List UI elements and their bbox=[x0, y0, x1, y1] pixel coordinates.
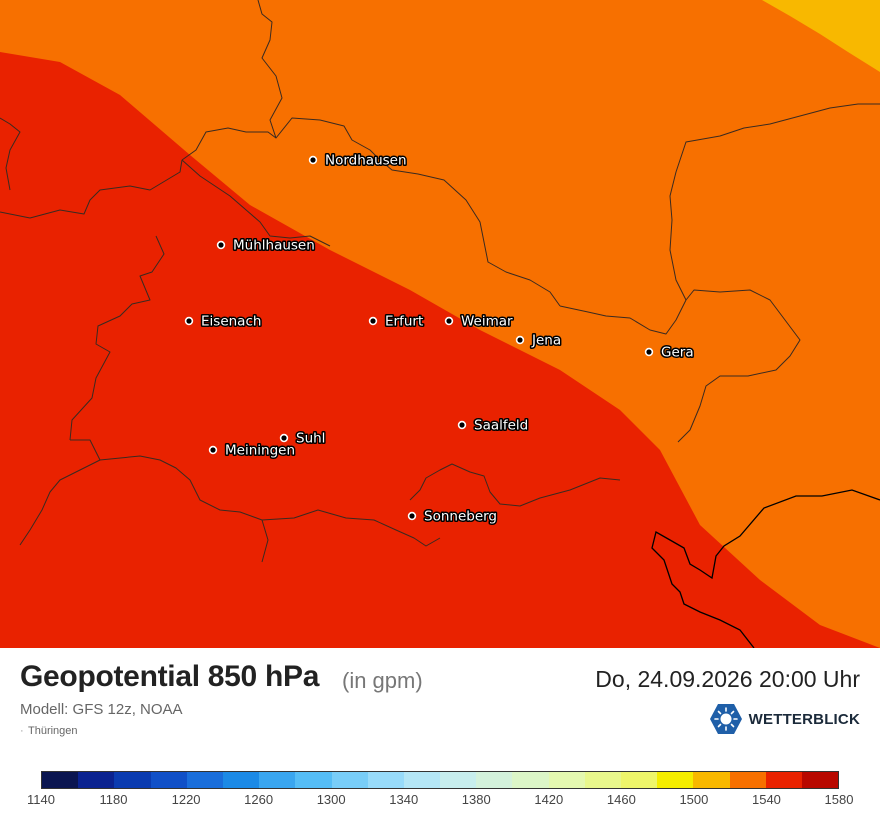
bullet-icon: · bbox=[20, 725, 24, 737]
city-sonneberg: Sonneberg bbox=[407, 507, 499, 526]
legend-swatch bbox=[42, 772, 79, 788]
city-label: Weimar bbox=[461, 314, 513, 330]
city-label: Suhl bbox=[296, 431, 325, 447]
forecast-datetime: Do, 24.09.2026 20:00 Uhr bbox=[595, 666, 860, 692]
city-label: Sonneberg bbox=[424, 509, 497, 525]
legend-tick-label: 1300 bbox=[316, 792, 346, 807]
city-nordhausen: Nordhausen bbox=[308, 151, 408, 170]
city-dot-icon bbox=[308, 155, 318, 165]
city-dot-icon bbox=[444, 316, 454, 326]
legend-swatch bbox=[150, 772, 187, 788]
legend-swatch bbox=[403, 772, 441, 788]
legend-swatch bbox=[548, 772, 585, 788]
city-weimar: Weimar bbox=[444, 312, 515, 331]
state-border bbox=[651, 489, 880, 648]
legend-swatch bbox=[765, 772, 802, 788]
color-legend bbox=[41, 771, 839, 789]
city-meiningen: Meiningen bbox=[208, 441, 297, 460]
city-label: Erfurt bbox=[385, 314, 423, 330]
city-label: Gera bbox=[661, 345, 694, 361]
map-canvas: Nordhausen Mühlhausen Eisenach Erfurt Weimar… bbox=[0, 0, 880, 648]
city-saalfeld: Saalfeld bbox=[457, 416, 530, 435]
geopotential-map: Nordhausen Mühlhausen Eisenach Erfurt Weimar… bbox=[0, 0, 880, 648]
city-label: Eisenach bbox=[201, 314, 261, 330]
legend-swatch bbox=[729, 772, 766, 788]
legend-labels: 1140 1180 1220 1260 1300 1340 1380 1420 1460 1500… bbox=[0, 792, 880, 808]
district-borders bbox=[0, 0, 880, 563]
city-label: Saalfeld bbox=[474, 418, 528, 434]
legend-tick-label: 1340 bbox=[389, 792, 419, 807]
city-suhl: Suhl bbox=[279, 429, 327, 448]
legend-swatch bbox=[657, 772, 694, 788]
city-dot-icon bbox=[368, 316, 378, 326]
legend-swatch bbox=[584, 772, 621, 788]
legend-swatch bbox=[222, 772, 260, 788]
region-label: Thüringen bbox=[28, 725, 78, 737]
brand-logo[interactable]: WETTERBLICK bbox=[709, 703, 860, 735]
legend-swatch bbox=[476, 772, 513, 788]
city-dot-icon bbox=[457, 420, 467, 430]
legend-tick-label: 1420 bbox=[534, 792, 564, 807]
city-dot-icon bbox=[407, 511, 417, 521]
city-dot-icon bbox=[208, 445, 218, 455]
legend-swatch bbox=[78, 772, 115, 788]
legend-tick-label: 1220 bbox=[171, 792, 201, 807]
legend-tick-label: 1540 bbox=[751, 792, 781, 807]
legend-tick-label: 1460 bbox=[606, 792, 636, 807]
map-footer: Geopotential 850 hPa (in gpm) Modell: GF… bbox=[0, 648, 880, 830]
legend-swatch bbox=[801, 772, 839, 788]
legend-tick-label: 1500 bbox=[679, 792, 709, 807]
city-jena: Jena bbox=[515, 331, 563, 350]
legend-swatch bbox=[295, 772, 332, 788]
legend-tick-label: 1260 bbox=[244, 792, 274, 807]
legend-tick-label: 1140 bbox=[27, 792, 55, 807]
legend-tick-label: 1380 bbox=[461, 792, 491, 807]
city-label: Jena bbox=[531, 333, 561, 349]
city-label: Meiningen bbox=[225, 443, 295, 459]
city-dot-icon bbox=[279, 433, 289, 443]
legend-swatch bbox=[367, 772, 404, 788]
city-dot-icon bbox=[515, 335, 525, 345]
city-eisenach: Eisenach bbox=[184, 312, 263, 331]
unit-label: (in gpm) bbox=[342, 668, 423, 693]
city-label: Mühlhausen bbox=[233, 238, 315, 254]
sun-logo-icon bbox=[709, 704, 742, 734]
city-mühlhausen: Mühlhausen bbox=[216, 236, 316, 255]
city-dot-icon bbox=[216, 240, 226, 250]
page-title: Geopotential 850 hPa bbox=[20, 660, 320, 693]
city-label: Nordhausen bbox=[325, 153, 407, 169]
legend-tick-label: 1180 bbox=[99, 792, 128, 807]
legend-tick-label: 1580 bbox=[824, 792, 854, 807]
legend-swatch bbox=[440, 772, 477, 788]
brand-name: WETTERBLICK bbox=[748, 710, 860, 728]
legend-swatch bbox=[186, 772, 223, 788]
legend-swatch bbox=[114, 772, 151, 788]
legend-swatch bbox=[259, 772, 296, 788]
legend-swatch bbox=[331, 772, 368, 788]
city-dot-icon bbox=[644, 347, 654, 357]
city-erfurt: Erfurt bbox=[368, 312, 425, 331]
model-info: Modell: GFS 12z, NOAA bbox=[20, 701, 183, 718]
city-dot-icon bbox=[184, 316, 194, 326]
legend-swatch bbox=[693, 772, 730, 788]
legend-swatch bbox=[621, 772, 658, 788]
city-markers: Nordhausen Mühlhausen Eisenach Erfurt Weimar… bbox=[184, 151, 695, 526]
city-gera: Gera bbox=[644, 343, 695, 362]
legend-swatch bbox=[512, 772, 549, 788]
band-1540-1560 bbox=[0, 52, 880, 648]
